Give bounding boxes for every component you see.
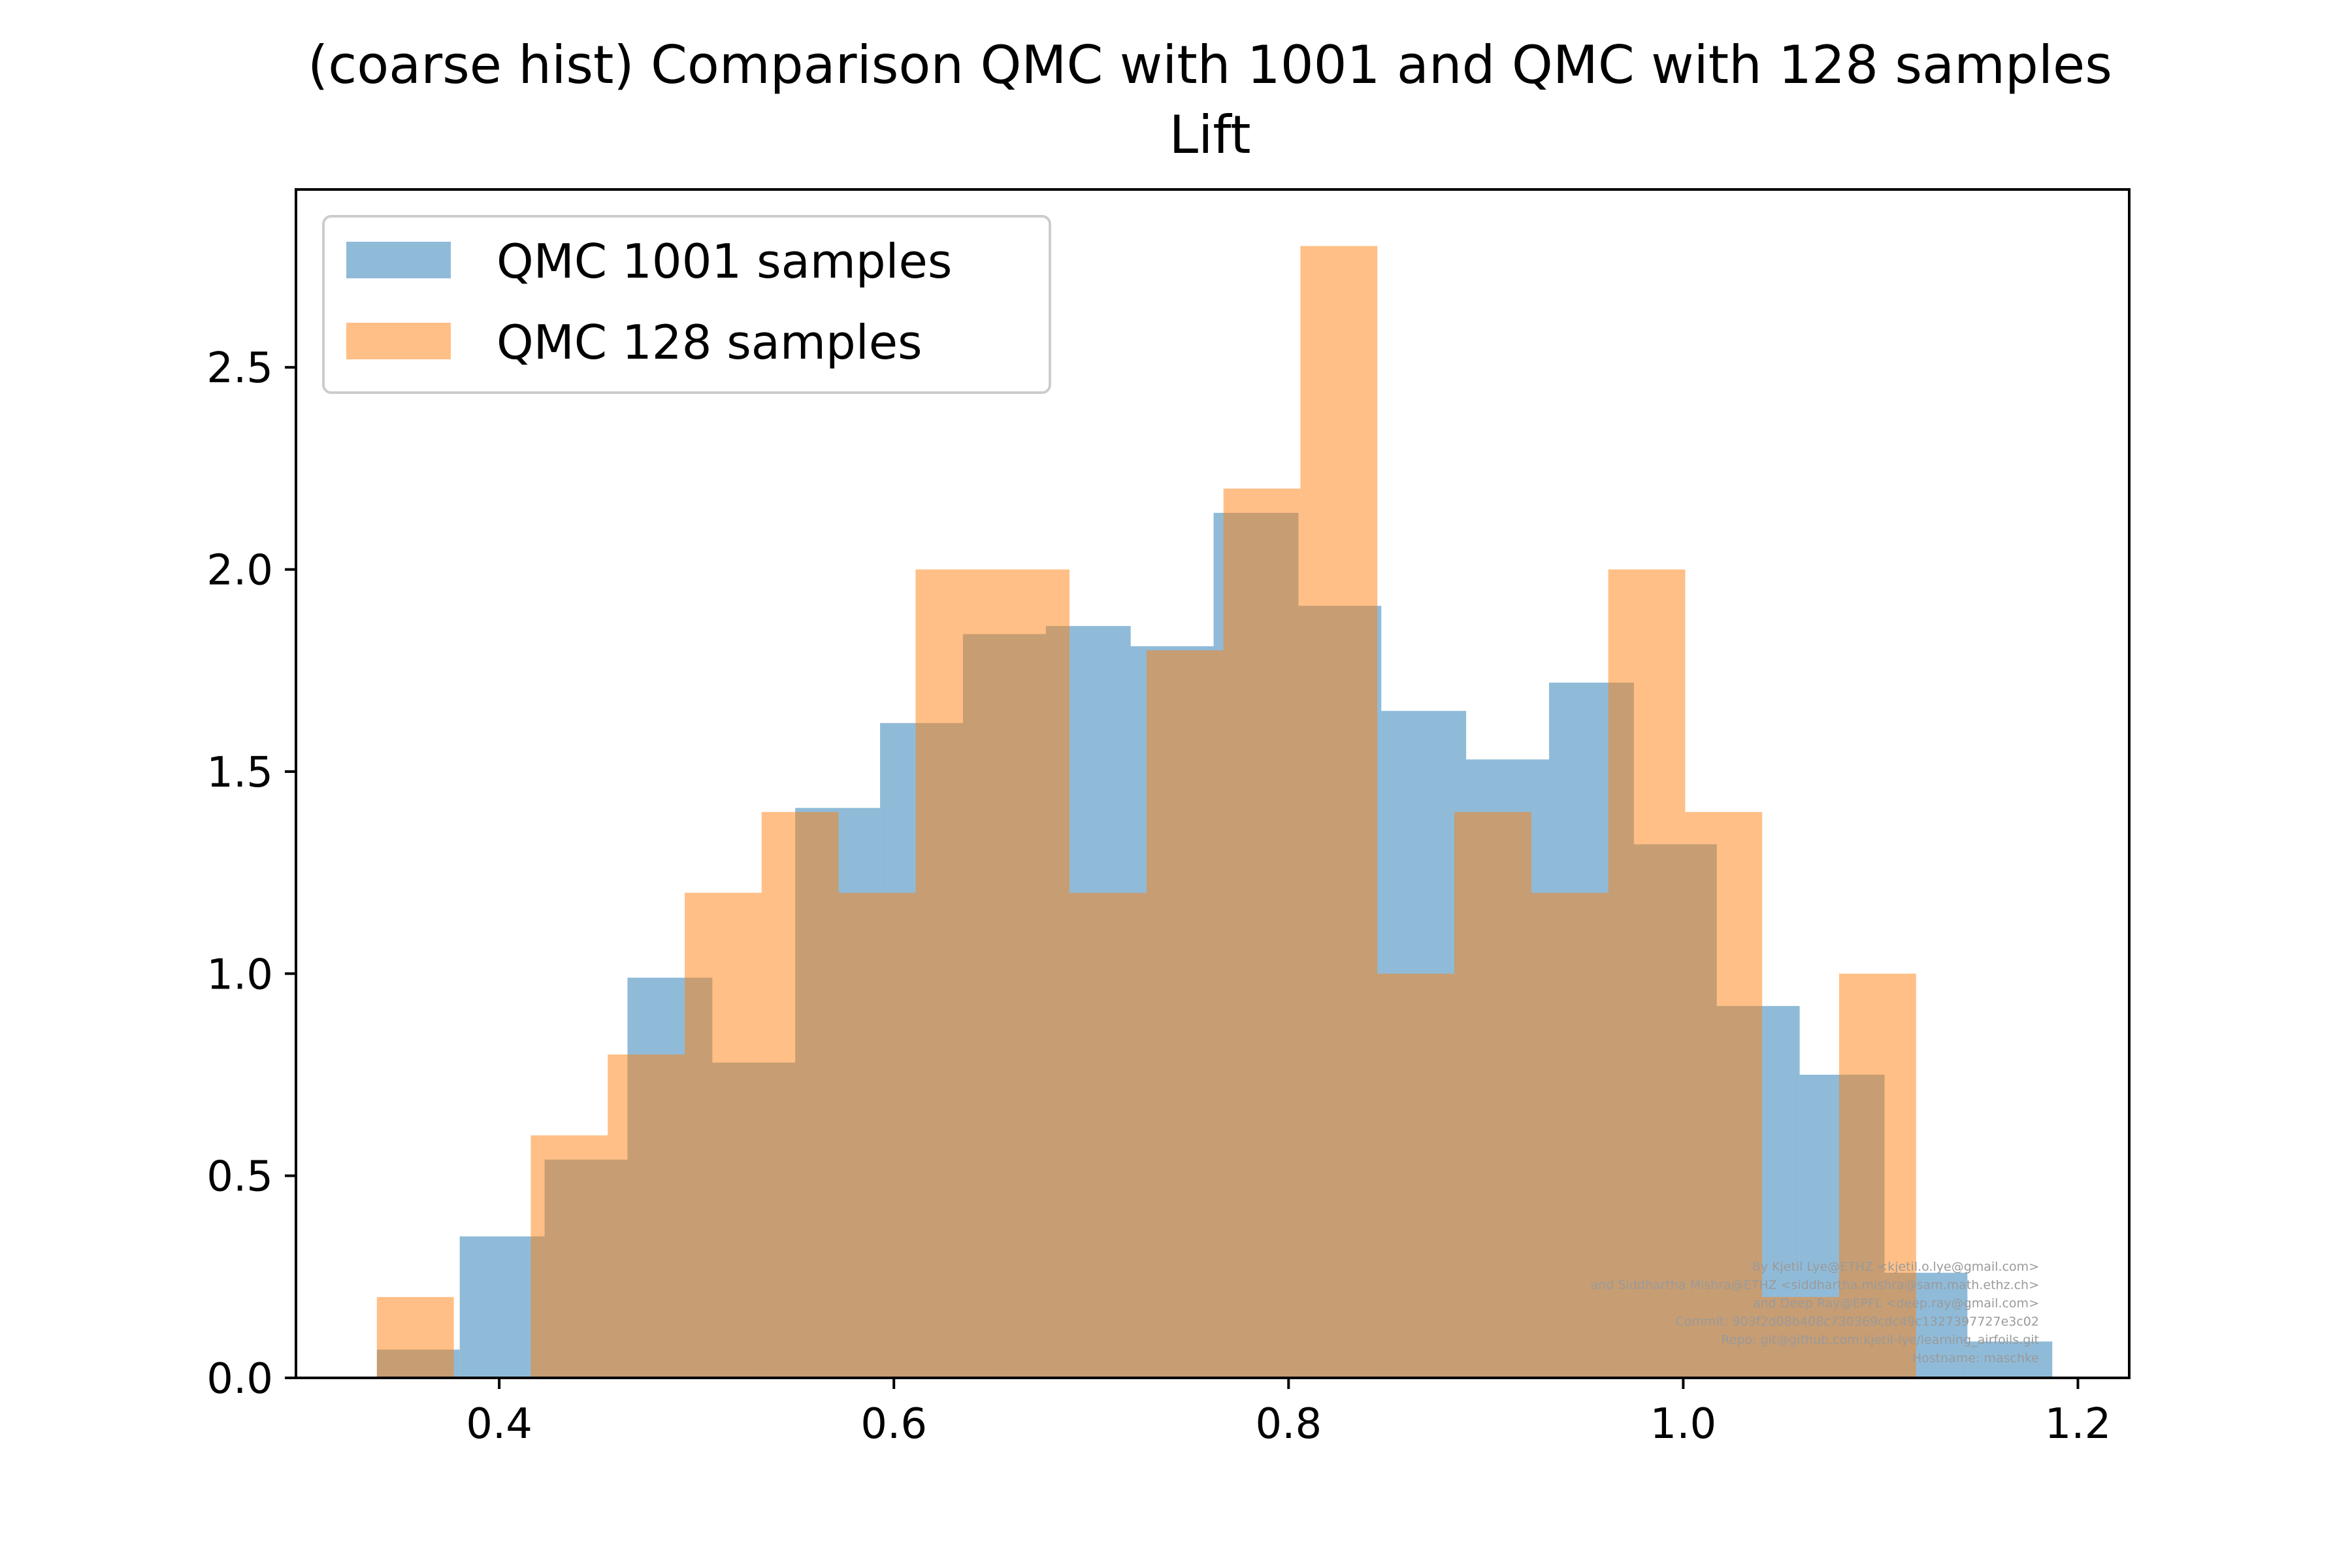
histogram-bar — [915, 569, 993, 1379]
series-1-bars — [376, 246, 1916, 1379]
x-tick-label: 0.6 — [860, 1400, 927, 1448]
histogram-bar — [1838, 973, 1916, 1378]
legend-swatch-qmc-1001 — [346, 242, 451, 278]
histogram-bar — [1762, 1297, 1839, 1378]
y-tick-label: 1.0 — [206, 951, 273, 999]
credit-line: Hostname: maschke — [1912, 1351, 2039, 1365]
histogram-bar — [459, 1236, 545, 1378]
histogram-bar — [1531, 892, 1609, 1378]
credit-line: and Siddhartha Mishra@ETHZ <siddhartha.m… — [1591, 1278, 2039, 1292]
histogram-bars — [376, 246, 2053, 1379]
legend-label-qmc-128: QMC 128 samples — [497, 315, 923, 370]
x-tick-label: 0.4 — [466, 1400, 532, 1448]
legend: QMC 1001 samples QMC 128 samples — [322, 215, 1051, 394]
y-tick-label: 2.0 — [206, 547, 273, 595]
histogram-bar — [1377, 973, 1455, 1378]
y-tick-label: 0.5 — [206, 1153, 273, 1201]
y-axis-ticks: 0.0 0.5 1.0 1.5 2.0 2.5 — [206, 344, 296, 1403]
histogram-bar — [1608, 569, 1686, 1379]
histogram-bar — [685, 892, 762, 1378]
y-tick-label: 0.0 — [206, 1355, 273, 1403]
chart-title: (coarse hist) Comparison QMC with 1001 a… — [308, 35, 2112, 95]
histogram-bar — [531, 1135, 608, 1378]
legend-swatch-qmc-128 — [346, 323, 451, 359]
histogram-bar — [376, 1297, 454, 1378]
histogram-bar — [1300, 246, 1378, 1379]
x-tick-label: 1.2 — [2045, 1400, 2112, 1448]
histogram-bar — [761, 811, 839, 1378]
credit-line: Commit: 903f2d08b408c730369cdc49c1327397… — [1675, 1315, 2039, 1329]
legend-frame — [322, 215, 1051, 394]
credit-line: and Deep Ray@EPFL <deep.ray@gmail.com> — [1753, 1296, 2039, 1311]
y-tick-label: 2.5 — [206, 344, 273, 393]
x-tick-label: 1.0 — [1650, 1400, 1716, 1448]
histogram-bar — [992, 569, 1070, 1379]
histogram-bar — [1454, 811, 1531, 1378]
x-axis-ticks: 0.4 0.6 0.8 1.0 1.2 — [466, 1378, 2111, 1448]
histogram-bar — [1967, 1341, 2053, 1378]
credit-line: Repo: git@github.com:kjetil-lye/learning… — [1721, 1333, 2039, 1347]
histogram-bar — [1685, 811, 1763, 1378]
y-tick-label: 1.5 — [206, 749, 273, 797]
chart-subtitle: Lift — [1169, 105, 1251, 165]
axes-frame — [295, 188, 2131, 1379]
credit-text: By Kjetil Lye@ETHZ <kjetil.o.lye@gmail.c… — [1591, 1260, 2039, 1365]
histogram-bar — [1146, 650, 1224, 1378]
histogram-bar — [1223, 488, 1301, 1379]
x-tick-label: 0.8 — [1255, 1400, 1322, 1448]
histogram-bar — [608, 1054, 685, 1378]
plot-area: By Kjetil Lye@ETHZ <kjetil.o.lye@gmail.c… — [206, 188, 2131, 1448]
legend-label-qmc-1001: QMC 1001 samples — [497, 234, 952, 289]
histogram-bar — [838, 892, 916, 1378]
credit-line: By Kjetil Lye@ETHZ <kjetil.o.lye@gmail.c… — [1752, 1260, 2039, 1274]
histogram-bar — [1070, 892, 1147, 1378]
